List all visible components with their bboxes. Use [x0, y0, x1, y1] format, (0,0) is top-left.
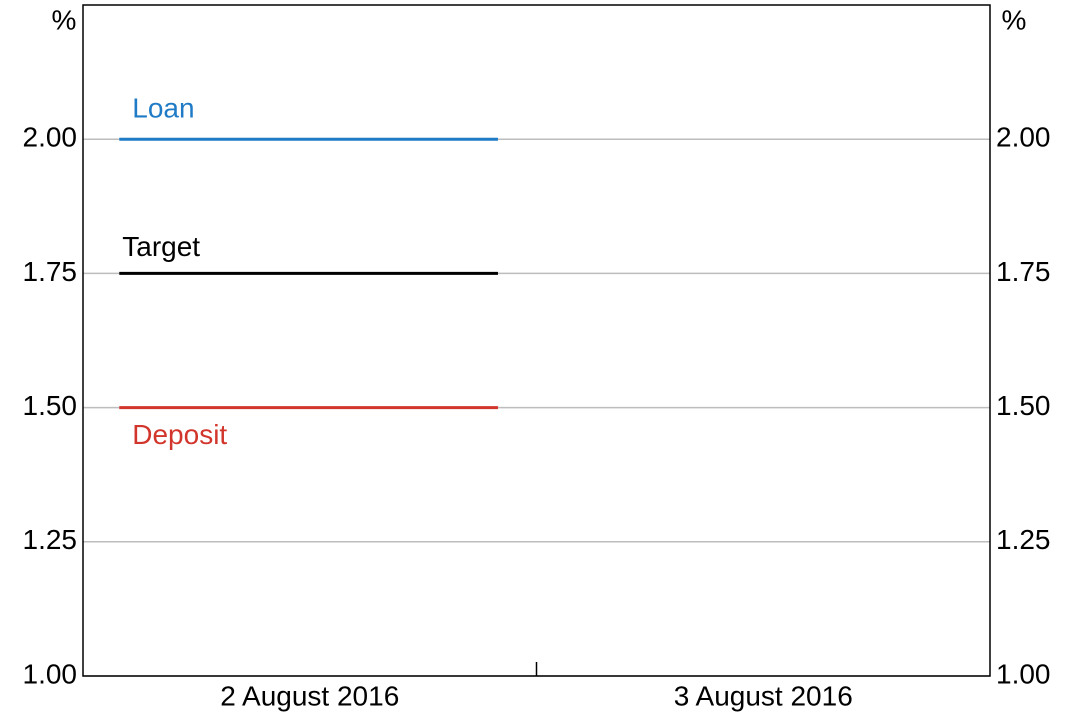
- y-axis-label: %: [52, 4, 77, 35]
- y2-tick-label: 1.25: [996, 524, 1051, 555]
- y2-tick-label: 1.00: [996, 658, 1051, 689]
- y2-tick-label: 1.75: [996, 256, 1051, 287]
- x-tick-label: 3 August 2016: [674, 680, 853, 711]
- y2-tick-label: 1.50: [996, 390, 1051, 421]
- y-tick-label: 2.00: [23, 122, 78, 153]
- y-tick-label: 1.00: [23, 658, 78, 689]
- x-tick-label: 2 August 2016: [220, 680, 399, 711]
- y-tick-label: 1.75: [23, 256, 78, 287]
- y2-tick-label: 2.00: [996, 122, 1051, 153]
- series-label: Loan: [132, 93, 194, 124]
- y-tick-label: 1.25: [23, 524, 78, 555]
- plot-frame: [82, 4, 991, 677]
- series-label: Target: [122, 231, 200, 262]
- series-label: Deposit: [132, 419, 227, 450]
- y2-axis-label: %: [1002, 4, 1027, 35]
- y-tick-label: 1.50: [23, 390, 78, 421]
